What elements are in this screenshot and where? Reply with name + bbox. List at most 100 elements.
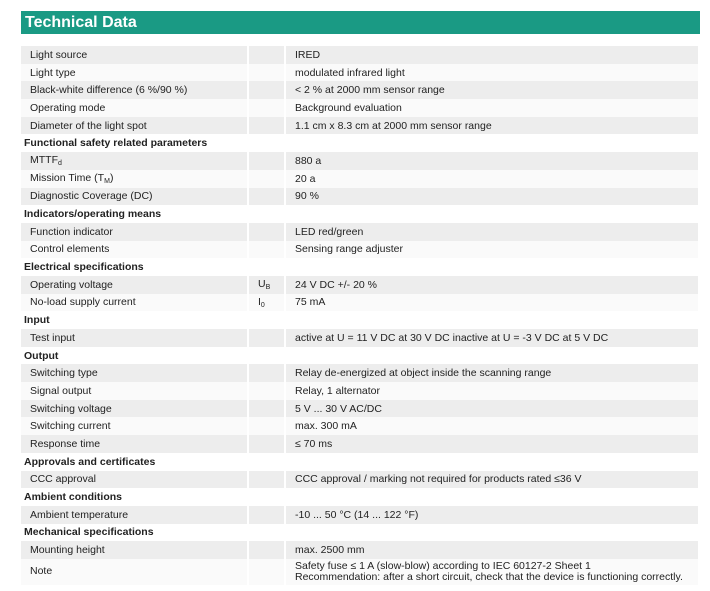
row-symbol bbox=[248, 169, 286, 188]
label-text: Mounting height bbox=[30, 544, 105, 557]
value-text: Background evaluation bbox=[295, 101, 402, 114]
row-label: Switching voltage bbox=[21, 399, 249, 418]
row-symbol bbox=[248, 240, 286, 259]
table-row: Diameter of the light spot 1.1 cm x 8.3 c… bbox=[21, 116, 700, 135]
row-symbol: I0 bbox=[248, 293, 286, 312]
label-text: Mission Time (T bbox=[30, 172, 105, 185]
technical-data-table: Light source IRED Light type modulated infr… bbox=[21, 46, 700, 585]
row-symbol bbox=[248, 505, 286, 524]
table-row: CCC approval CCC approval / marking not r… bbox=[21, 470, 700, 489]
row-value: LED red/green bbox=[285, 222, 700, 241]
label-text: Switching current bbox=[30, 420, 111, 433]
label-text: Light type bbox=[30, 66, 76, 79]
row-value: Background evaluation bbox=[285, 99, 700, 117]
value-text: Relay, 1 alternator bbox=[295, 384, 381, 397]
table-row: Switching current max. 300 mA bbox=[21, 417, 700, 436]
section-heading-label: Functional safety related parameters bbox=[21, 134, 699, 153]
value-text: Sensing range adjuster bbox=[295, 243, 403, 256]
row-value: max. 2500 mm bbox=[285, 541, 700, 559]
row-label: Test input bbox=[21, 329, 249, 347]
value-text: max. 2500 mm bbox=[295, 544, 365, 557]
label-text: Test input bbox=[30, 331, 75, 344]
section-heading-label: Ambient conditions bbox=[21, 488, 699, 506]
row-label: Black-white difference (6 %/90 %) bbox=[21, 81, 249, 100]
row-symbol bbox=[248, 382, 286, 400]
row-symbol bbox=[248, 435, 286, 453]
value-text: 20 a bbox=[295, 172, 316, 185]
value-text: max. 300 mA bbox=[295, 420, 357, 433]
table-row: Operating voltage UB 24 V DC +/- 20 % bbox=[21, 275, 700, 294]
label-text: Light source bbox=[30, 48, 88, 61]
row-symbol bbox=[248, 399, 286, 418]
section-heading: Indicators/operating means bbox=[21, 205, 699, 223]
table-row: Mission Time (TM) 20 a bbox=[21, 169, 700, 188]
row-label: Mission Time (TM) bbox=[21, 169, 249, 188]
row-label: Operating mode bbox=[21, 99, 249, 117]
label-text: Response time bbox=[30, 437, 101, 450]
table-row: Operating mode Background evaluation bbox=[21, 99, 700, 117]
row-label: MTTFd bbox=[21, 152, 249, 170]
symbol-text: U bbox=[258, 278, 266, 291]
section-heading: Mechanical specifications bbox=[21, 523, 699, 542]
table-row: No-load supply current I0 75 mA bbox=[21, 293, 700, 312]
row-symbol bbox=[248, 81, 286, 100]
row-label: Switching current bbox=[21, 417, 249, 436]
table-row: Note Safety fuse ≤ 1 A (slow-blow) accord… bbox=[21, 558, 700, 585]
symbol-subscript: B bbox=[265, 284, 271, 292]
row-symbol bbox=[248, 222, 286, 241]
row-label: Diagnostic Coverage (DC) bbox=[21, 187, 249, 206]
value-text: 75 mA bbox=[295, 296, 326, 309]
value-text: 90 % bbox=[295, 190, 319, 203]
label-text: Switching type bbox=[30, 367, 98, 380]
section-title: Technical Data bbox=[21, 11, 700, 34]
symbol-text: I bbox=[258, 295, 261, 308]
value-text: Safety fuse ≤ 1 A (slow-blow) according … bbox=[295, 559, 591, 572]
row-symbol bbox=[248, 99, 286, 117]
row-label: Ambient temperature bbox=[21, 505, 249, 524]
table-row: MTTFd 880 a bbox=[21, 152, 700, 170]
row-value: < 2 % at 2000 mm sensor range bbox=[285, 81, 700, 100]
section-heading: Approvals and certificates bbox=[21, 452, 699, 471]
row-symbol bbox=[248, 558, 286, 585]
row-symbol bbox=[248, 63, 286, 82]
section-heading: Functional safety related parameters bbox=[21, 134, 699, 153]
section-heading-label: Electrical specifications bbox=[21, 258, 699, 276]
row-value: Relay, 1 alternator bbox=[285, 382, 700, 400]
row-value: modulated infrared light bbox=[285, 63, 700, 82]
row-symbol bbox=[248, 364, 286, 383]
row-value: 75 mA bbox=[285, 293, 700, 312]
label-text: MTTF bbox=[30, 154, 58, 167]
row-value: IRED bbox=[285, 46, 700, 64]
label-text: Switching voltage bbox=[30, 402, 112, 415]
table-row: Signal output Relay, 1 alternator bbox=[21, 382, 700, 400]
row-value: Safety fuse ≤ 1 A (slow-blow) according … bbox=[285, 558, 700, 585]
value-text: IRED bbox=[295, 48, 321, 61]
row-label: Diameter of the light spot bbox=[21, 116, 249, 135]
table-row: Response time ≤ 70 ms bbox=[21, 435, 700, 453]
row-value: ≤ 70 ms bbox=[285, 435, 700, 453]
label-text: No-load supply current bbox=[30, 296, 136, 309]
row-label: Control elements bbox=[21, 240, 249, 259]
value-text: ≤ 70 ms bbox=[295, 437, 333, 450]
table-row: Test input active at U = 11 V DC at 30 V … bbox=[21, 329, 700, 347]
row-symbol bbox=[248, 541, 286, 559]
row-value: 880 a bbox=[285, 152, 700, 170]
table-row: Control elements Sensing range adjuster bbox=[21, 240, 700, 259]
table-row: Function indicator LED red/green bbox=[21, 222, 700, 241]
row-value: Sensing range adjuster bbox=[285, 240, 700, 259]
value-text: 5 V ... 30 V AC/DC bbox=[295, 402, 382, 415]
row-value: 1.1 cm x 8.3 cm at 2000 mm sensor range bbox=[285, 116, 700, 135]
value-text: 1.1 cm x 8.3 cm at 2000 mm sensor range bbox=[295, 119, 492, 132]
section-heading: Input bbox=[21, 311, 699, 329]
section-heading-label: Output bbox=[21, 346, 699, 365]
label-suffix: ) bbox=[109, 172, 114, 185]
row-label: Light source bbox=[21, 46, 249, 64]
row-label: Response time bbox=[21, 435, 249, 453]
value-text: CCC approval / marking not required for … bbox=[295, 473, 582, 486]
section-heading: Output bbox=[21, 346, 699, 365]
table-row: Mounting height max. 2500 mm bbox=[21, 541, 700, 559]
row-symbol: UB bbox=[248, 275, 286, 294]
table-row: Switching voltage 5 V ... 30 V AC/DC bbox=[21, 399, 700, 418]
value-text: Relay de-energized at object inside the … bbox=[295, 367, 552, 380]
value-text-line2: Recommendation: after a short circuit, c… bbox=[295, 570, 683, 583]
